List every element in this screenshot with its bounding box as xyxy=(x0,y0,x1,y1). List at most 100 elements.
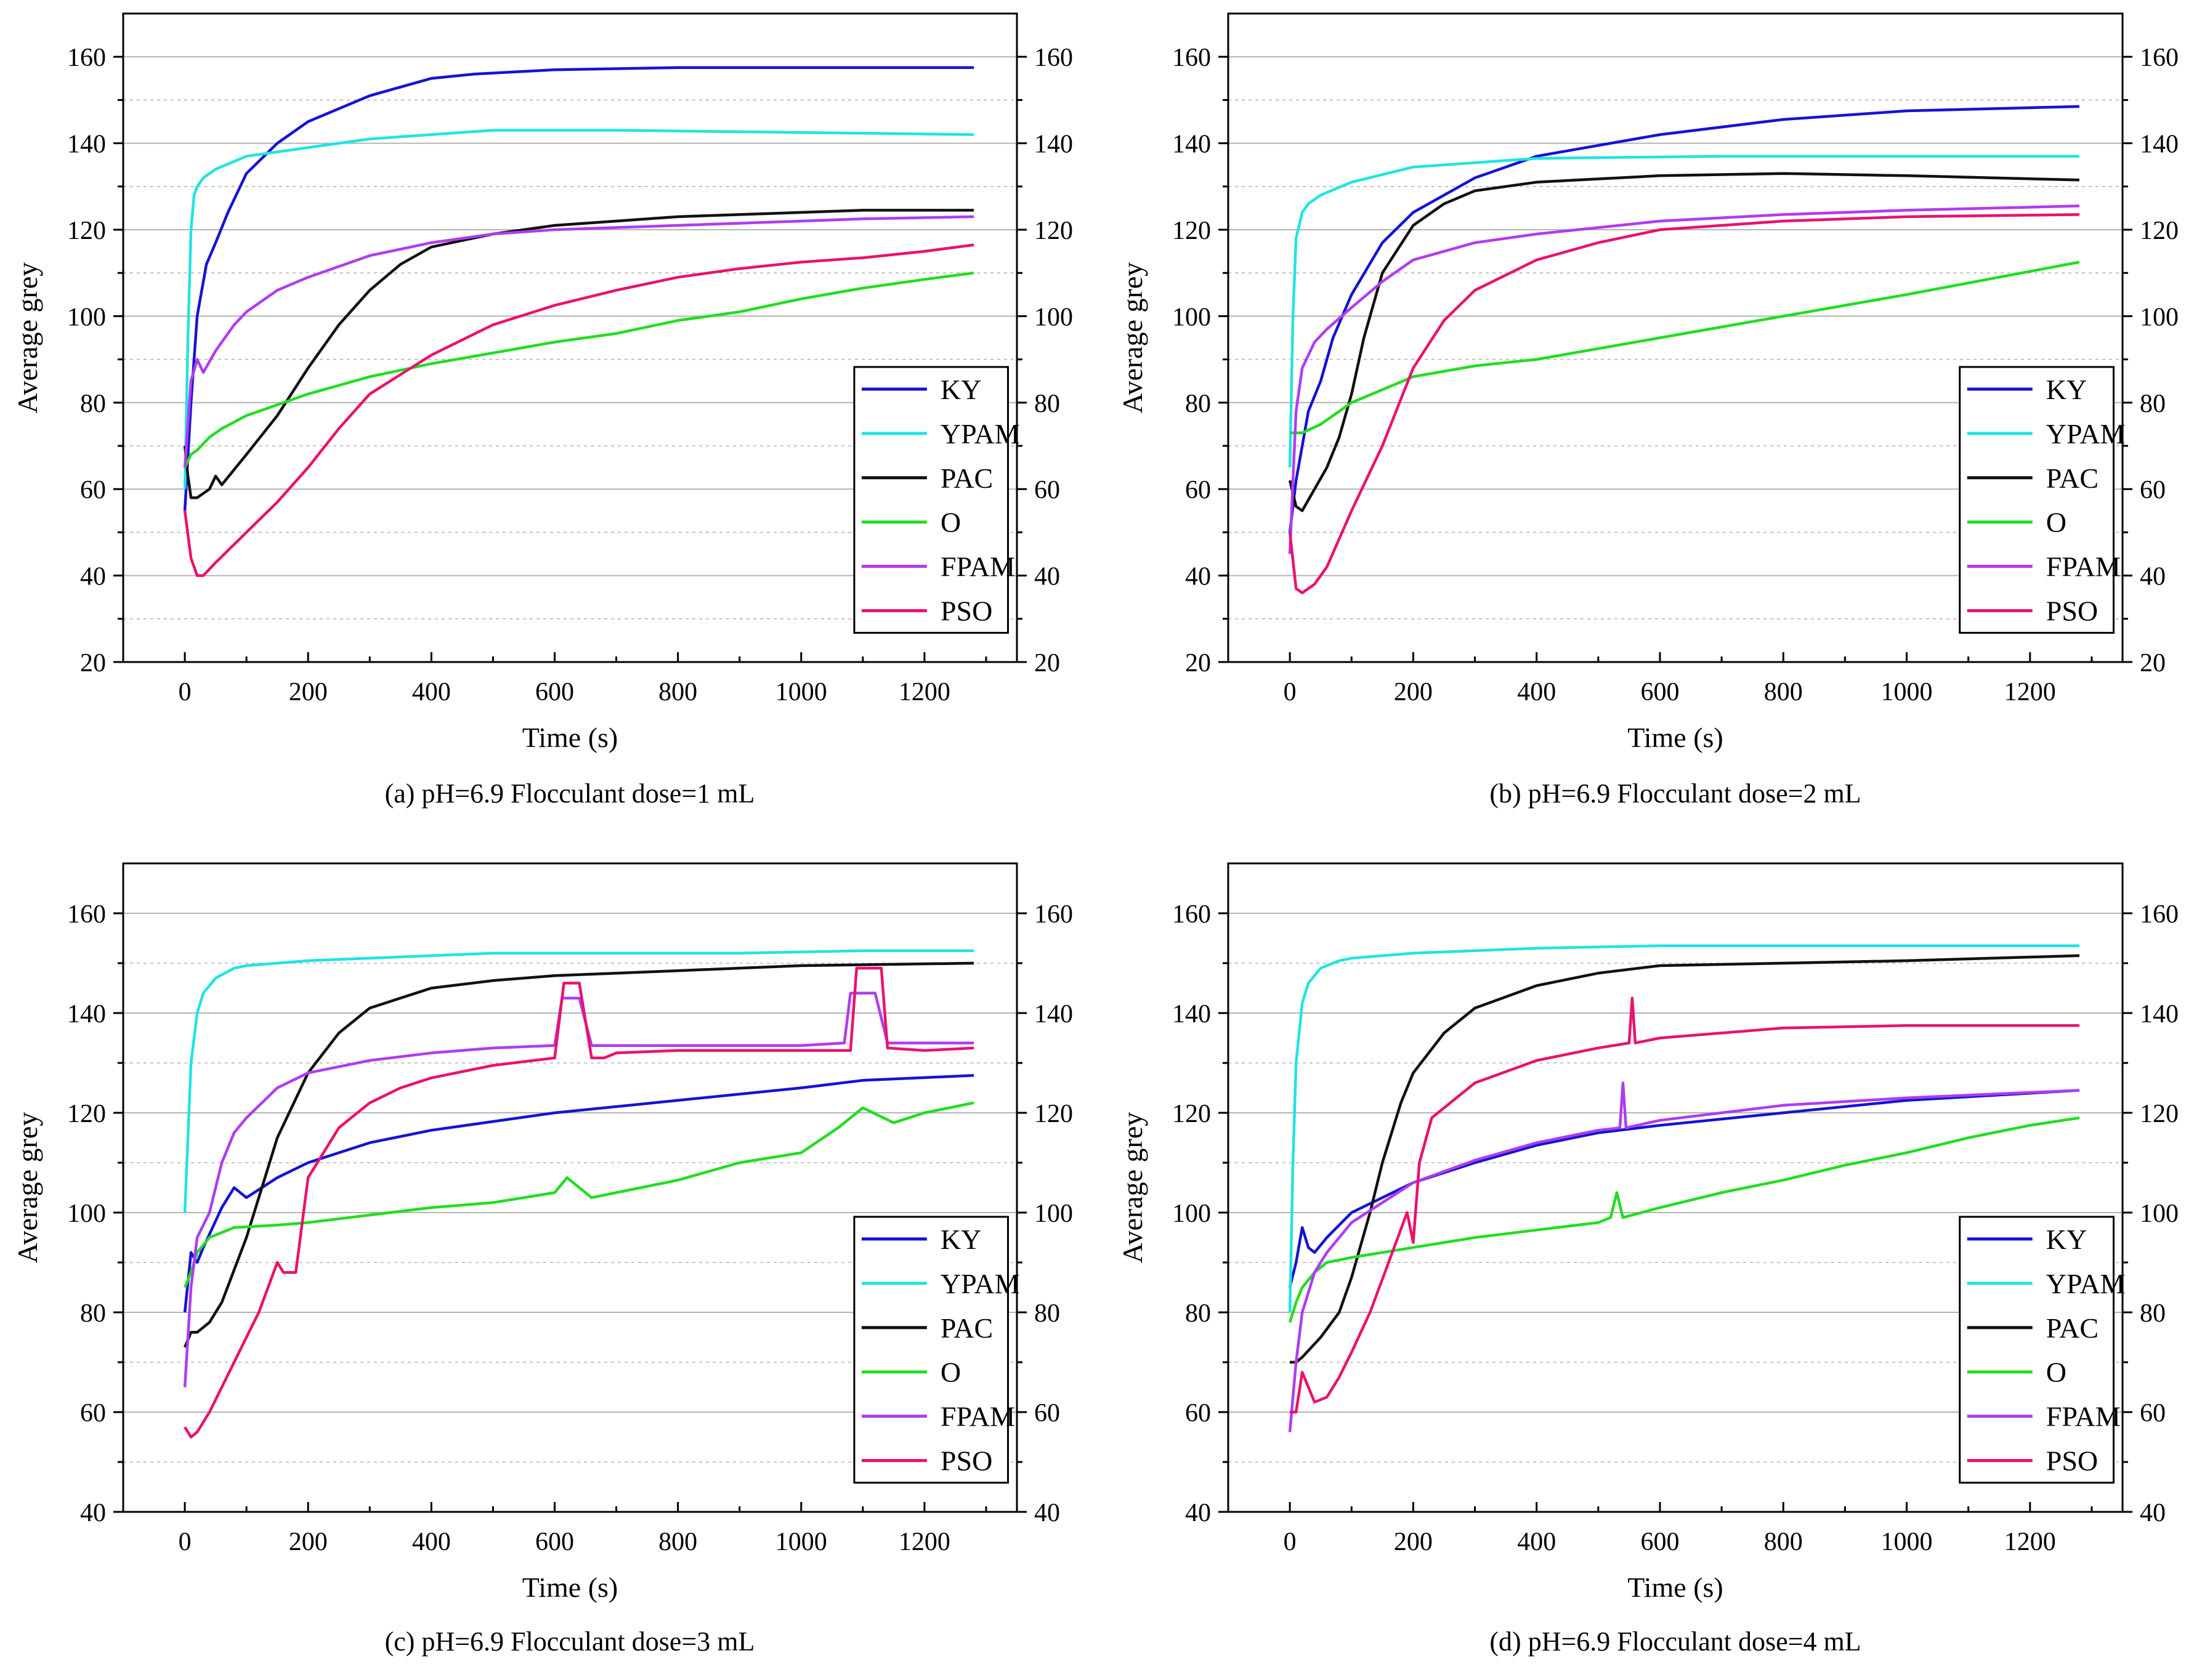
y-tick-label-left: 120 xyxy=(67,1100,106,1128)
x-tick-label: 800 xyxy=(1764,678,1803,706)
panel-caption: (b) pH=6.9 Flocculant dose=2 mL xyxy=(1489,778,1861,809)
y-tick-label-left: 20 xyxy=(80,649,106,677)
series-line-fpam xyxy=(1288,204,2079,554)
y-tick-label-left: 140 xyxy=(1172,131,1211,159)
y-tick-label-left: 100 xyxy=(67,303,106,331)
y-tick-label-left: 60 xyxy=(80,476,106,504)
y-tick-label-left: 40 xyxy=(1185,563,1211,591)
x-tick-label: 1000 xyxy=(1881,1528,1933,1556)
y-tick-label-right: 60 xyxy=(1034,1399,1060,1428)
legend-label-ypam: YPAM xyxy=(2046,418,2126,450)
legend: KY YPAM PAC O FPAM PSO xyxy=(1959,1216,2126,1484)
x-tick-label: 800 xyxy=(1764,1528,1803,1556)
y-tick-label-left: 60 xyxy=(1185,1399,1211,1428)
legend-label-fpam: FPAM xyxy=(2046,551,2121,583)
x-tick-label: 200 xyxy=(289,1528,328,1556)
y-tick-label-right: 140 xyxy=(1034,1000,1073,1028)
x-tick-label: 600 xyxy=(535,1528,574,1556)
x-tick-label: 0 xyxy=(179,678,192,706)
y-tick-label-left: 60 xyxy=(80,1399,106,1428)
x-tick-label: 600 xyxy=(1640,1528,1679,1556)
y-tick-label-left: 100 xyxy=(1172,1200,1211,1228)
legend-label-o: O xyxy=(941,507,961,538)
y-tick-label-right: 20 xyxy=(1034,649,1060,677)
series-line-ypam xyxy=(1288,944,2079,1313)
y-tick-label-left: 100 xyxy=(1172,303,1211,331)
series-line-fpam xyxy=(1288,1081,2079,1432)
legend-label-ypam: YPAM xyxy=(941,418,1020,450)
y-tick-label-right: 40 xyxy=(2140,563,2166,591)
chart-panel-d: 0 200 400 600 800 1000 1200 40 40 60 60 80 80 100 100 1… xyxy=(1117,862,2179,1657)
x-tick-label: 400 xyxy=(412,678,451,706)
y-tick-label-left: 40 xyxy=(80,1499,106,1527)
legend-label-pac: PAC xyxy=(941,462,993,494)
series-line-pac xyxy=(1290,954,2079,1364)
y-tick-label-left: 20 xyxy=(1185,649,1211,677)
legend: KY YPAM PAC O FPAM PSO xyxy=(853,1216,1020,1484)
x-tick-label: 400 xyxy=(412,1528,451,1556)
x-tick-label: 1000 xyxy=(775,678,827,706)
x-tick-label: 200 xyxy=(1394,678,1433,706)
x-tick-label: 1000 xyxy=(1881,678,1933,706)
series-line-ky xyxy=(1288,105,2079,533)
y-tick-label-left: 140 xyxy=(1172,1000,1211,1028)
panel-caption: (d) pH=6.9 Flocculant dose=4 mL xyxy=(1489,1626,1861,1657)
y-axis-title: Average grey xyxy=(1117,1112,1148,1264)
x-tick-label: 1200 xyxy=(899,678,950,706)
x-axis-title: Time (s) xyxy=(1627,1572,1723,1603)
legend-label-fpam: FPAM xyxy=(941,551,1015,583)
y-tick-label-right: 140 xyxy=(2140,1000,2179,1028)
x-tick-label: 0 xyxy=(1284,1528,1297,1556)
y-tick-label-left: 100 xyxy=(67,1200,106,1228)
y-tick-label-left: 120 xyxy=(1172,1100,1211,1128)
x-axis-title: Time (s) xyxy=(522,722,618,753)
y-tick-label-right: 120 xyxy=(1034,217,1073,245)
legend-label-fpam: FPAM xyxy=(941,1401,1015,1432)
legend: KY YPAM PAC O FPAM PSO xyxy=(853,366,1020,634)
legend-label-pac: PAC xyxy=(2046,1312,2099,1344)
panel-caption: (c) pH=6.9 Flocculant dose=3 mL xyxy=(385,1626,755,1657)
series-line-o xyxy=(184,1101,974,1288)
y-tick-label-right: 160 xyxy=(1034,44,1073,72)
y-tick-label-left: 120 xyxy=(1172,217,1211,245)
legend-box xyxy=(1959,366,2115,634)
legend-box xyxy=(853,1216,1009,1484)
series-line-ypam xyxy=(1288,155,2079,468)
series-line-o xyxy=(1290,260,2080,435)
y-tick-label-right: 60 xyxy=(2140,1399,2166,1428)
y-tick-label-left: 160 xyxy=(1172,900,1211,929)
y-tick-label-right: 80 xyxy=(2140,390,2166,418)
y-tick-label-left: 160 xyxy=(1172,44,1211,72)
legend-label-pac: PAC xyxy=(2046,462,2099,494)
x-tick-label: 0 xyxy=(1284,678,1297,706)
x-tick-label: 200 xyxy=(1394,1528,1433,1556)
series-line-ypam xyxy=(183,129,974,490)
y-tick-label-right: 40 xyxy=(1034,1499,1060,1527)
y-tick-label-right: 60 xyxy=(1034,476,1060,504)
legend-label-o: O xyxy=(2046,507,2066,538)
series-line-pso xyxy=(1290,996,2079,1414)
y-axis-title: Average grey xyxy=(1117,262,1148,414)
y-tick-label-right: 100 xyxy=(1034,1200,1073,1228)
x-tick-label: 600 xyxy=(1640,678,1679,706)
y-tick-label-right: 160 xyxy=(1034,900,1073,929)
legend-label-ky: KY xyxy=(2046,374,2087,405)
series-line-ky xyxy=(183,1074,974,1313)
x-tick-label: 800 xyxy=(658,678,697,706)
chart-panel-a: 0 200 400 600 800 1000 1200 20 20 40 40 60 60 80 80 100… xyxy=(12,12,1073,809)
legend-box xyxy=(1959,1216,2115,1484)
x-tick-label: 1000 xyxy=(775,1528,827,1556)
y-tick-label-left: 160 xyxy=(67,44,106,72)
x-tick-label: 1200 xyxy=(2004,1528,2056,1556)
y-axis-title: Average grey xyxy=(12,1112,43,1264)
x-tick-label: 200 xyxy=(289,678,328,706)
y-tick-label-right: 100 xyxy=(1034,303,1073,331)
y-tick-label-left: 80 xyxy=(80,390,106,418)
legend-label-ky: KY xyxy=(2046,1224,2087,1255)
y-tick-label-left: 160 xyxy=(67,900,106,929)
plot-frame xyxy=(1227,862,2124,1513)
y-tick-label-right: 40 xyxy=(2140,1499,2166,1527)
legend-label-ypam: YPAM xyxy=(2046,1268,2126,1299)
y-tick-label-left: 80 xyxy=(80,1299,106,1328)
